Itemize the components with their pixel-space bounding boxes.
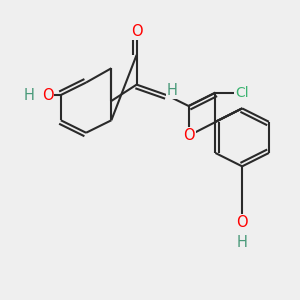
Text: O: O <box>42 88 53 103</box>
Text: H: H <box>237 235 248 250</box>
Text: H: H <box>167 83 178 98</box>
Text: Cl: Cl <box>235 85 249 100</box>
Text: H: H <box>23 88 34 103</box>
Text: O: O <box>236 215 248 230</box>
Text: O: O <box>131 24 142 39</box>
Text: O: O <box>183 128 194 143</box>
